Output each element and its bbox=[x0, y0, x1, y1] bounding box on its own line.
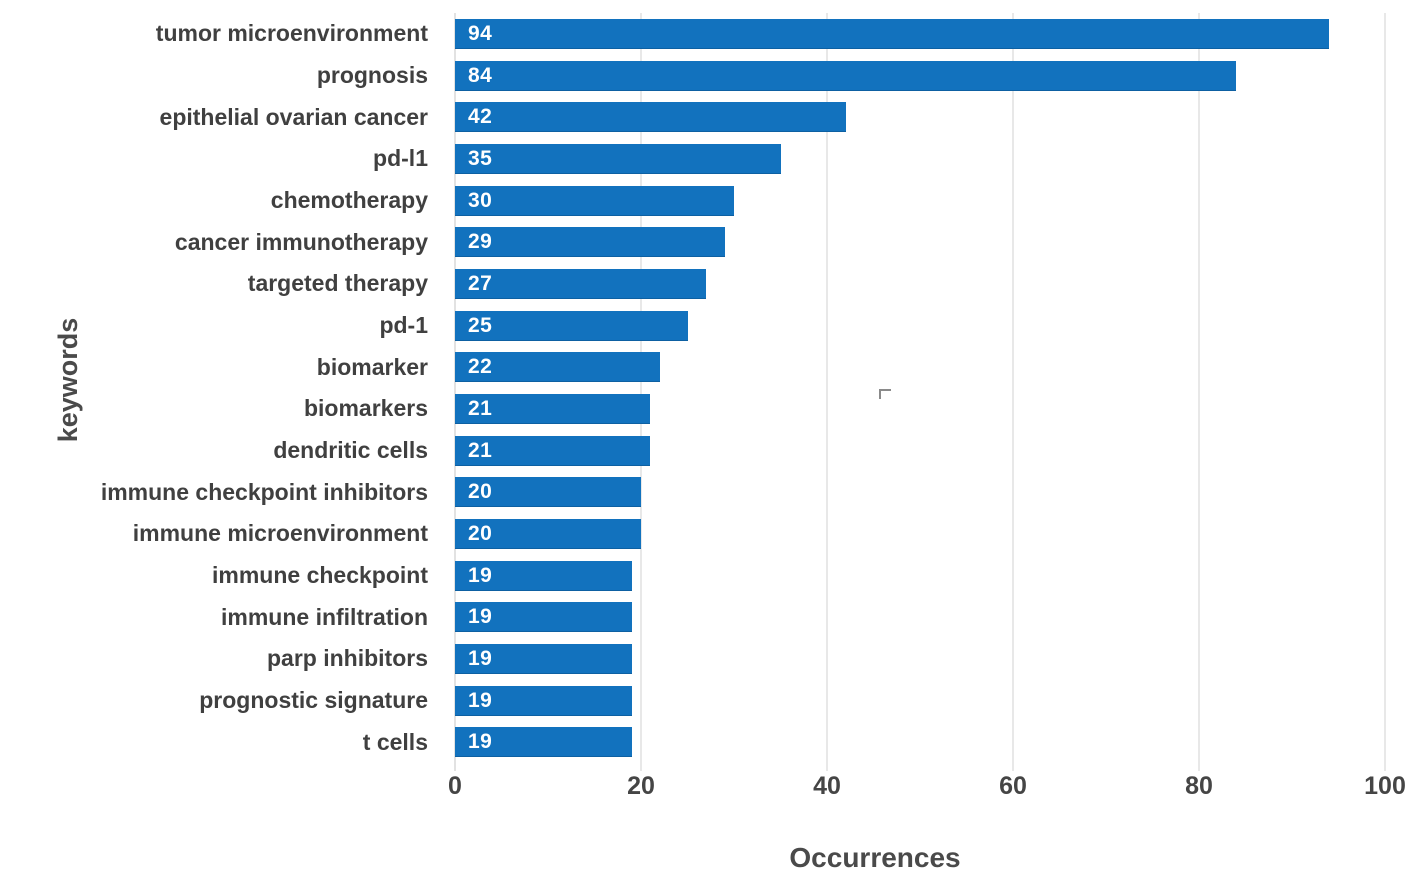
bar-row: 84 bbox=[455, 55, 1385, 97]
bar-value-label: 19 bbox=[468, 688, 493, 712]
bar-value-label: 94 bbox=[468, 21, 493, 45]
x-axis-title: Occurrences bbox=[789, 842, 961, 873]
bar-value-label: 19 bbox=[468, 646, 493, 670]
bar: 21 bbox=[455, 435, 651, 466]
bar-value-label: 19 bbox=[468, 605, 493, 629]
bar: 19 bbox=[455, 643, 632, 674]
x-tick-label: 20 bbox=[627, 772, 655, 800]
x-tick-label: 40 bbox=[813, 772, 841, 800]
x-tick-label: 100 bbox=[1364, 772, 1406, 800]
category-label: immune microenvironment bbox=[132, 520, 428, 547]
bar-series: 94 84 42 35 30 29 27 25 22 21 21 20 20 19 19 19 19 19 bbox=[455, 13, 1385, 763]
bar-row: 27 bbox=[455, 263, 1385, 305]
bar: 30 bbox=[455, 185, 734, 216]
bar-row: 21 bbox=[455, 430, 1385, 472]
gridline bbox=[1198, 13, 1200, 771]
bar: 29 bbox=[455, 227, 725, 258]
bar: 19 bbox=[455, 602, 632, 633]
bar: 35 bbox=[455, 143, 781, 174]
category-label: parp inhibitors bbox=[267, 645, 428, 672]
bar: 20 bbox=[455, 518, 641, 549]
bar-value-label: 27 bbox=[468, 271, 493, 295]
category-label: biomarkers bbox=[303, 395, 428, 422]
category-label: chemotherapy bbox=[270, 187, 428, 214]
bar: 21 bbox=[455, 393, 651, 424]
gridline bbox=[1012, 13, 1014, 771]
category-label: tumor microenvironment bbox=[155, 20, 428, 47]
bar-row: 20 bbox=[455, 471, 1385, 513]
category-label: pd-1 bbox=[379, 312, 428, 339]
bar-row: 19 bbox=[455, 555, 1385, 597]
bar-value-label: 21 bbox=[468, 396, 493, 420]
bar: 19 bbox=[455, 560, 632, 591]
category-label: immune checkpoint inhibitors bbox=[100, 478, 428, 505]
gridline bbox=[640, 13, 642, 771]
bar-value-label: 29 bbox=[468, 230, 493, 254]
gridline bbox=[826, 13, 828, 771]
bar: 19 bbox=[455, 685, 632, 716]
bar-row: 35 bbox=[455, 138, 1385, 180]
category-label: prognosis bbox=[316, 62, 428, 88]
x-tick-label: 0 bbox=[448, 772, 462, 800]
gridline bbox=[1384, 13, 1386, 771]
bar-row: 20 bbox=[455, 513, 1385, 555]
bar-value-label: 20 bbox=[468, 480, 493, 504]
bar-row: 19 bbox=[455, 721, 1385, 763]
y-axis-line bbox=[454, 13, 456, 771]
category-label: epithelial ovarian cancer bbox=[159, 103, 428, 130]
category-label: t cells bbox=[362, 728, 428, 755]
bar: 20 bbox=[455, 477, 641, 508]
bar-row: 19 bbox=[455, 680, 1385, 722]
bar: 25 bbox=[455, 310, 688, 341]
bar-row: 22 bbox=[455, 346, 1385, 388]
bar-value-label: 21 bbox=[468, 438, 493, 462]
bar-row: 19 bbox=[455, 638, 1385, 680]
category-label: dendritic cells bbox=[273, 437, 428, 464]
category-axis-labels: tumor microenvironment prognosis epithelia… bbox=[0, 13, 442, 763]
bar-value-label: 19 bbox=[468, 730, 493, 754]
bar-row: 30 bbox=[455, 180, 1385, 222]
bar-row: 25 bbox=[455, 305, 1385, 347]
bar: 42 bbox=[455, 102, 846, 133]
bar-row: 94 bbox=[455, 13, 1385, 55]
category-label: targeted therapy bbox=[247, 270, 428, 297]
category-label: prognostic signature bbox=[199, 687, 428, 714]
category-label: biomarker bbox=[316, 353, 428, 380]
bar-value-label: 25 bbox=[468, 313, 493, 337]
category-label: immune infiltration bbox=[221, 603, 428, 630]
bar-value-label: 42 bbox=[468, 105, 493, 129]
cursor-artifact bbox=[879, 389, 891, 399]
bar-row: 21 bbox=[455, 388, 1385, 430]
bar-value-label: 35 bbox=[468, 146, 493, 170]
bar-value-label: 22 bbox=[468, 355, 493, 379]
bar: 19 bbox=[455, 727, 632, 758]
bar-row: 42 bbox=[455, 96, 1385, 138]
category-label: cancer immunotherapy bbox=[174, 228, 428, 255]
x-axis-tick-labels: 0 20 40 60 80 100 bbox=[448, 772, 1406, 804]
bar-row: 19 bbox=[455, 596, 1385, 638]
bar-value-label: 84 bbox=[468, 63, 493, 87]
bar: 27 bbox=[455, 268, 707, 299]
x-tick-label: 80 bbox=[1185, 772, 1213, 800]
bar: 94 bbox=[455, 18, 1330, 49]
bar-value-label: 20 bbox=[468, 521, 493, 545]
category-label: immune checkpoint bbox=[212, 562, 428, 589]
bar-row: 29 bbox=[455, 221, 1385, 263]
category-label: pd-l1 bbox=[373, 145, 428, 172]
bar: 84 bbox=[455, 60, 1237, 91]
x-tick-label: 60 bbox=[999, 772, 1027, 800]
plot-area: 94 84 42 35 30 29 27 25 22 21 21 20 20 19 19 19 19 19 bbox=[454, 13, 1386, 771]
bar-value-label: 19 bbox=[468, 563, 493, 587]
bar-value-label: 30 bbox=[468, 188, 493, 212]
bar: 22 bbox=[455, 352, 660, 383]
